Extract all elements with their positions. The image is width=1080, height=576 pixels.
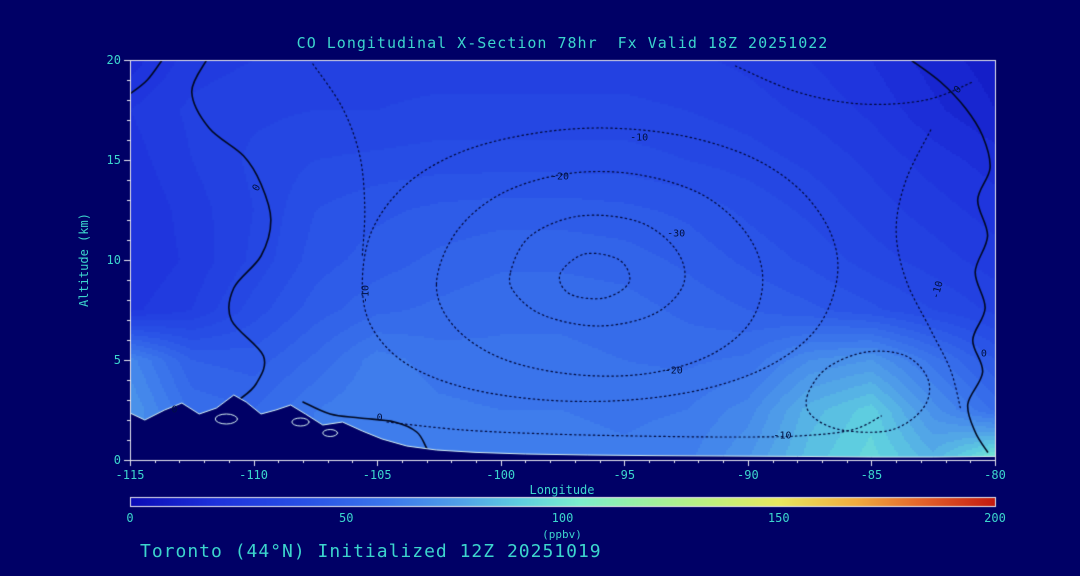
x-tick-label: -90 <box>737 468 759 482</box>
colorbar-unit-label: (ppbv) <box>542 528 582 541</box>
contour-label: -20 <box>664 365 683 377</box>
contour-label: 0 <box>171 404 178 416</box>
chart-title: CO Longitudinal X-Section 78hr Fx Valid … <box>296 34 829 52</box>
x-tick-label: -110 <box>239 468 269 482</box>
colorbar-tick-label: 0 <box>126 511 134 525</box>
y-tick-label: 5 <box>113 353 121 367</box>
contour-label: -10 <box>630 132 649 144</box>
init-info-text: Toronto (44°N) Initialized 12Z 20251019 <box>140 541 602 562</box>
contour-label: 0 <box>980 348 987 360</box>
colorbar-tick-label: 100 <box>551 511 574 525</box>
y-tick-label: 0 <box>113 453 121 467</box>
colorbar-tick-label: 50 <box>339 511 354 525</box>
x-tick-label: -85 <box>860 468 883 482</box>
y-tick-label: 15 <box>106 153 121 167</box>
x-tick-label: -80 <box>984 468 1006 482</box>
x-tick-label: -95 <box>613 468 636 482</box>
contour-label: -10 <box>773 430 792 442</box>
y-tick-label: 10 <box>106 253 121 267</box>
x-tick-label: -100 <box>486 468 516 482</box>
contour-label: -10 <box>360 284 372 304</box>
x-tick-label: -105 <box>362 468 392 482</box>
y-axis-title: Altitude (km) <box>77 213 91 307</box>
contour-label: 0 <box>376 412 383 424</box>
y-tick-label: 20 <box>106 53 121 67</box>
contour-label: -20 <box>550 171 570 183</box>
colorbar-tick-label: 150 <box>767 511 790 525</box>
colorbar-tick-label: 200 <box>984 511 1006 525</box>
contour-label: -30 <box>667 228 686 240</box>
x-axis-title: Longitude <box>529 483 595 497</box>
x-tick-label: -115 <box>115 468 145 482</box>
